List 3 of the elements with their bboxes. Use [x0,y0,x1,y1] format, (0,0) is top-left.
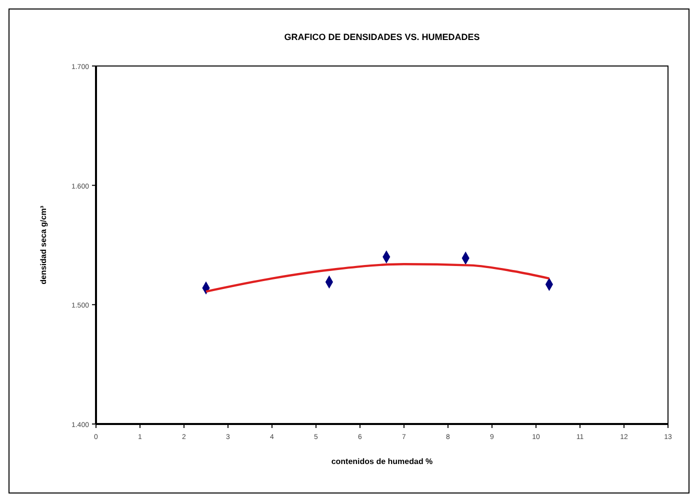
chart-title: GRAFICO DE DENSIDADES VS. HUMEDADES [284,32,480,42]
x-axis-title: contenidos de humedad % [331,457,433,466]
y-axis-title: densidad seca g/cm³ [39,205,48,284]
